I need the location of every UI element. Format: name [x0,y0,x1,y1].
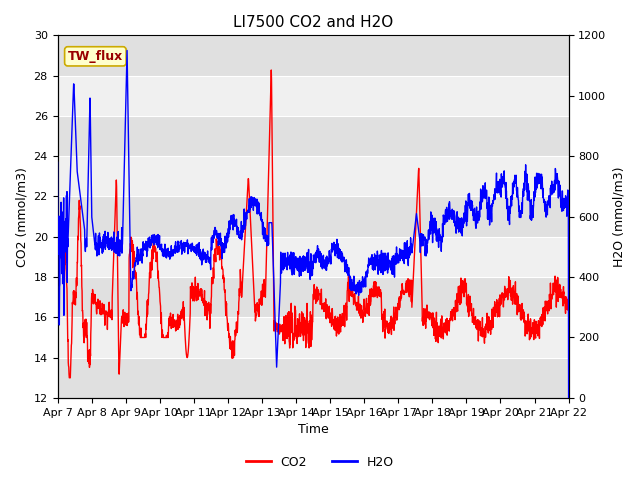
Y-axis label: CO2 (mmol/m3): CO2 (mmol/m3) [15,167,28,266]
Bar [58,36,568,76]
Bar [58,196,568,237]
Bar [58,277,568,317]
Bar [58,237,568,277]
Y-axis label: H2O (mmol/m3): H2O (mmol/m3) [612,167,625,267]
Bar [58,317,568,358]
Bar [58,116,568,156]
Bar [58,358,568,398]
Title: LI7500 CO2 and H2O: LI7500 CO2 and H2O [233,15,393,30]
Legend: CO2, H2O: CO2, H2O [241,451,399,474]
Text: TW_flux: TW_flux [68,50,123,63]
Bar [58,76,568,116]
X-axis label: Time: Time [298,423,328,436]
Bar [58,156,568,196]
